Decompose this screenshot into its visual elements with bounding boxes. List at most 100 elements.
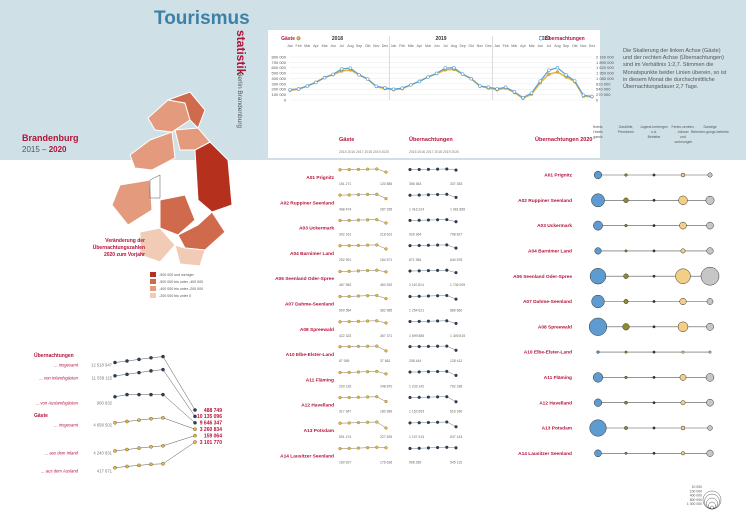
mini-point-uebernachtungen xyxy=(426,344,430,348)
point-uebernachtungen xyxy=(314,80,318,85)
gaeste-last-value: 180 389 xyxy=(380,410,392,414)
mini-point-gaeste xyxy=(338,269,342,274)
row-point xyxy=(193,408,197,412)
year-label: 2019 xyxy=(435,36,446,42)
mini-point-uebernachtungen xyxy=(408,421,412,425)
size-bubble xyxy=(592,372,604,383)
size-header: Sonstige xyxy=(703,125,716,129)
mini-point-gaeste xyxy=(347,396,351,400)
size-bubble xyxy=(624,426,628,430)
mini-point-uebernachtungen xyxy=(454,321,458,325)
region-label-right: A02 Ruppiner Seenland xyxy=(518,198,572,204)
point-uebernachtungen xyxy=(538,79,542,83)
y-right-tick: 270 000 xyxy=(596,92,611,97)
size-bubble xyxy=(675,268,691,284)
size-bubble xyxy=(623,299,629,304)
legend-uebernachtungen-marker xyxy=(538,36,544,41)
mini-point-gaeste xyxy=(356,344,360,348)
month-label: Mär xyxy=(511,44,518,48)
month-label: Mai xyxy=(529,44,535,48)
row-point xyxy=(149,416,153,421)
month-label: Dez xyxy=(589,44,596,48)
row-sub-label: ... aus dem Inland xyxy=(45,451,79,456)
mini-point-uebernachtungen xyxy=(445,268,449,272)
row-first-value: 12 518 947 xyxy=(91,363,113,368)
y-left-tick: 400 000 xyxy=(272,76,287,81)
mini-point-uebernachtungen xyxy=(454,195,458,199)
point-uebernachtungen xyxy=(288,87,292,92)
row-point xyxy=(193,433,197,438)
map-legend-label: -500 000 bis unter -400 000 xyxy=(159,280,203,284)
size-legend-label: 100 000 xyxy=(690,489,702,493)
row-point xyxy=(161,462,165,466)
size-bubble xyxy=(680,172,686,178)
size-bubble xyxy=(593,220,603,231)
mini-point-gaeste xyxy=(356,319,360,323)
mini-point-gaeste xyxy=(338,320,342,324)
mini-point-gaeste xyxy=(347,345,351,349)
region-label: A11 Fläming xyxy=(306,377,334,383)
mini-point-uebernachtungen xyxy=(426,420,430,425)
legend-gaeste: Gäste xyxy=(281,36,295,42)
size-legend-label: 400 000 xyxy=(690,494,702,498)
size-bubble xyxy=(623,273,629,279)
month-label: Aug xyxy=(347,44,353,48)
uebernachtungen-last-value: 128 412 xyxy=(450,359,462,363)
row-first-value: 11 558 115 xyxy=(92,376,113,381)
map-legend: -500 000 und weniger -500 000 bis unter -… xyxy=(150,272,203,298)
region-label: A10 Elbe-Elster-Land xyxy=(286,352,334,358)
size-bubble xyxy=(680,425,686,431)
gaeste-first-value: 500 584 xyxy=(339,309,351,313)
mini-point-gaeste xyxy=(375,344,379,348)
mini-point-gaeste xyxy=(366,294,370,298)
mini-point-gaeste xyxy=(347,193,351,197)
mini-point-uebernachtungen xyxy=(454,400,458,404)
point-uebernachtungen xyxy=(469,76,473,81)
map-legend-swatch xyxy=(150,279,156,284)
uebernachtungen-last-value: 1 736 009 xyxy=(450,283,465,287)
point-uebernachtungen xyxy=(391,87,396,91)
map-legend-swatch xyxy=(150,293,156,298)
mini-point-gaeste xyxy=(347,421,351,425)
mini-point-gaeste xyxy=(347,168,351,172)
map-region-flaeming xyxy=(111,179,153,226)
point-uebernachtungen xyxy=(434,71,439,76)
point-uebernachtungen xyxy=(400,86,404,90)
point-uebernachtungen xyxy=(365,77,370,81)
mini-point-uebernachtungen xyxy=(445,369,449,373)
mini-point-gaeste xyxy=(384,270,388,274)
mini-point-uebernachtungen xyxy=(417,319,421,323)
mini-point-uebernachtungen xyxy=(408,395,412,400)
mini-point-gaeste xyxy=(338,218,342,222)
row-line xyxy=(114,417,196,430)
uebernachtungen-first-value: 1 107 413 xyxy=(409,435,424,439)
month-label: Dez xyxy=(485,44,492,48)
map-region-havelland xyxy=(129,131,176,171)
size-header: -wohnungen xyxy=(674,140,693,144)
row-last-value: 10 135 096 xyxy=(197,414,222,420)
map-caption-line2: Übernachtungszahlen xyxy=(93,244,145,251)
gaeste-first-value: 302 161 xyxy=(339,233,351,237)
mini-point-gaeste xyxy=(338,345,342,349)
mini-point-gaeste xyxy=(338,370,342,375)
col-header-uebernachtungen: Übernachtungen xyxy=(409,136,453,143)
mini-point-gaeste xyxy=(384,372,388,376)
mini-point-uebernachtungen xyxy=(436,370,440,374)
row-point xyxy=(125,447,129,452)
mini-point-gaeste xyxy=(366,420,370,424)
size-bubble xyxy=(622,323,630,331)
map-region-elbe-elster xyxy=(139,227,176,263)
region-label-right: A11 Fläming xyxy=(544,375,572,381)
region-label: A13 Potsdam xyxy=(304,428,334,434)
month-label: Nov xyxy=(373,44,380,48)
month-label: Nov xyxy=(477,44,484,48)
month-label: Jul xyxy=(339,44,344,48)
month-label: Nov xyxy=(580,44,587,48)
size-bubble xyxy=(706,398,714,407)
mini-point-gaeste xyxy=(366,395,370,399)
uebernachtungen-last-value: 1 081 885 xyxy=(450,207,465,211)
row-point xyxy=(125,359,129,363)
mini-point-uebernachtungen xyxy=(408,193,412,197)
month-label: Feb xyxy=(503,44,509,48)
size-bubble xyxy=(596,350,600,354)
